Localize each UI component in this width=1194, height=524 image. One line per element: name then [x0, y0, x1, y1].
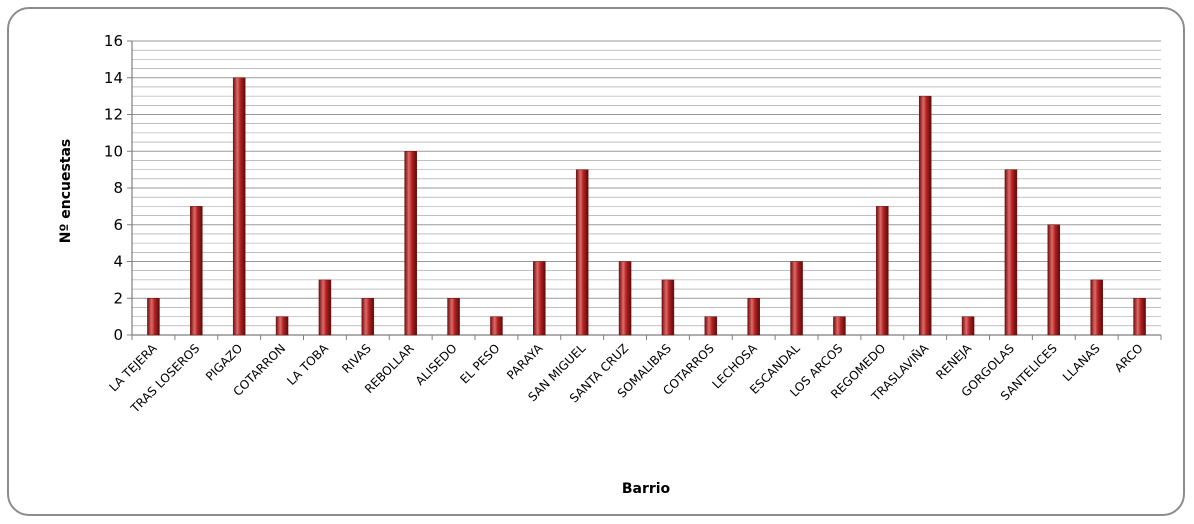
bars	[147, 77, 1146, 336]
bar	[533, 261, 546, 336]
x-tick-label: RIVAS	[339, 341, 374, 376]
x-tick-label: RENEJA	[933, 341, 975, 383]
bar	[876, 206, 889, 336]
bar	[490, 316, 503, 336]
bar	[961, 316, 975, 336]
x-tick-label: LA TOBA	[284, 341, 331, 388]
y-tick-label: 12	[104, 106, 123, 124]
y-tick-label: 14	[104, 69, 123, 87]
bar	[833, 316, 846, 336]
y-tick-label: 2	[113, 289, 123, 307]
axes	[127, 40, 1162, 340]
bar	[661, 279, 675, 336]
y-tick-label: 4	[113, 253, 123, 271]
bar	[918, 95, 932, 336]
x-tick-label: ARCO	[1112, 341, 1146, 375]
bar	[1090, 279, 1103, 336]
x-tick-label: EL PESO	[457, 341, 502, 386]
x-tick-label: ALISEDO	[413, 341, 460, 388]
bar	[404, 151, 417, 336]
bar	[704, 316, 718, 336]
bar	[747, 298, 760, 336]
x-tick-label: PIGAZO	[203, 341, 245, 383]
bar	[447, 298, 460, 336]
bar	[232, 77, 246, 336]
bar	[147, 298, 160, 336]
y-tick-label: 8	[113, 179, 123, 197]
y-axis-title: Nº encuestas	[58, 139, 74, 244]
bar	[318, 279, 332, 336]
y-tick-label: 10	[104, 142, 123, 160]
bar	[190, 206, 203, 336]
x-tick-label: PARAYA	[504, 341, 546, 383]
y-tick-label: 0	[113, 326, 123, 344]
y-tick-label: 6	[113, 216, 123, 234]
bar	[361, 298, 375, 336]
x-axis-title: Barrio	[622, 481, 671, 497]
bar	[575, 169, 589, 336]
bar	[1004, 169, 1018, 336]
bar	[618, 261, 632, 336]
bar	[790, 261, 803, 336]
bar	[1047, 224, 1061, 336]
bar	[275, 316, 289, 336]
y-tick-labels: 0 2 4 6 8 10 12 14 16	[104, 32, 123, 344]
y-tick-label: 16	[104, 32, 123, 50]
x-tick-label: LLANAS	[1060, 341, 1103, 384]
bar	[1133, 298, 1146, 336]
